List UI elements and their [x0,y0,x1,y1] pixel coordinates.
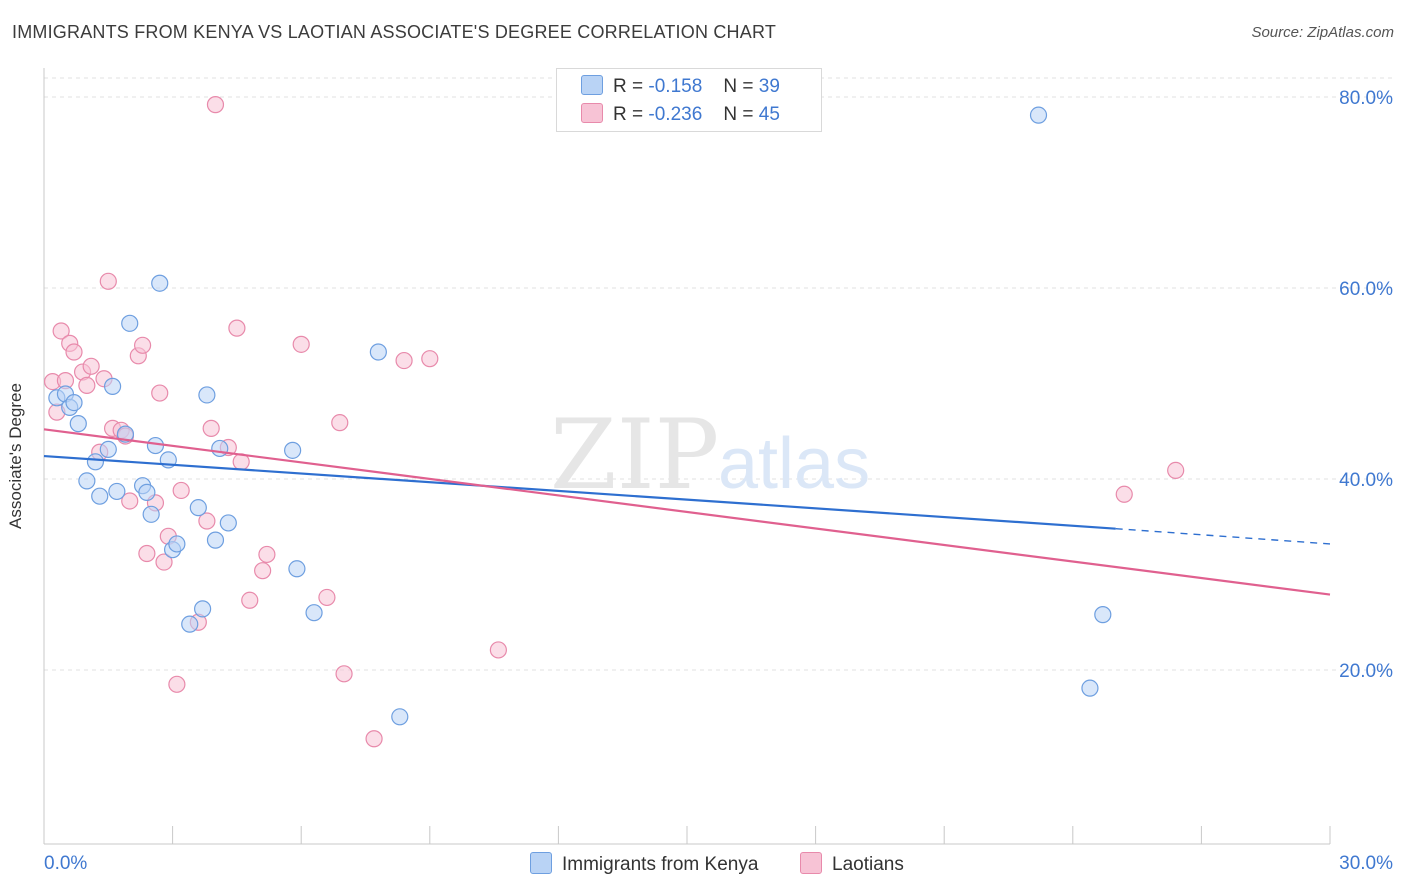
data-point [151,384,169,402]
chart-title: IMMIGRANTS FROM KENYA VS LAOTIAN ASSOCIA… [12,22,777,42]
data-point [65,394,83,412]
data-point [284,441,302,459]
data-point [206,96,225,114]
data-point [138,544,156,563]
legend-n-label: N = [723,104,754,125]
legend-n-value-kenya: 39 [758,76,780,97]
kenya-points [48,106,1112,726]
y-tick-label: 40.0% [1339,470,1393,491]
y-tick-label: 80.0% [1339,88,1393,109]
data-point [318,588,336,607]
data-point [146,436,165,455]
data-point [292,335,310,353]
data-point [65,343,83,361]
legend-swatch-laotians [581,103,603,123]
trend-line-kenya-extension [1115,527,1331,545]
data-point [172,481,190,500]
y-tick-label: 60.0% [1339,279,1393,300]
data-point [1167,461,1185,480]
legend-r-value-laotians: -0.236 [648,104,703,125]
data-point [52,322,70,340]
data-point [78,472,96,490]
data-point [155,553,173,571]
legend-swatch-kenya [581,75,603,95]
data-point [211,439,229,458]
legend-row-laotians: R = -0.236 N = 45 [581,103,780,125]
correlation-legend: R = -0.158 N = 39 R = -0.236 N = 45 [556,68,822,132]
data-point [369,343,387,361]
trend-line-kenya [43,454,1116,530]
data-point [121,492,139,510]
data-point [91,487,109,505]
bottom-legend-label-kenya: Immigrants from Kenya [562,854,759,875]
data-point [1029,106,1048,124]
data-point [138,483,156,501]
data-point [168,675,186,693]
data-point [198,512,216,530]
legend-n-label: N = [723,76,754,97]
x-tick-label: 0.0% [44,853,87,874]
data-point [241,591,259,609]
data-point [1094,606,1112,624]
source-label: Source: ZipAtlas.com [1251,24,1394,41]
data-point [421,350,439,368]
data-point [181,615,199,633]
data-point [254,562,272,580]
data-point [133,336,152,354]
bottom-legend-laotians: Laotians [800,852,904,876]
data-point [365,730,383,748]
data-point [82,357,100,375]
data-point [288,560,306,578]
legend-n-value-laotians: 45 [758,104,780,125]
trend-line-laotians [43,428,1331,596]
axes [43,68,1331,845]
data-point [86,453,105,471]
bottom-legend-swatch-kenya [530,852,552,874]
data-point [189,499,207,517]
tick-labels: 20.0% 40.0% 60.0% 80.0% 0.0% 30.0% [44,88,1393,874]
data-point [108,482,126,501]
legend-r-label: R = [613,76,644,97]
data-point [78,376,96,395]
bottom-legend-swatch-laotians [800,852,822,874]
data-point [142,505,160,523]
data-point [198,386,216,404]
data-point [202,419,220,437]
data-point [228,319,246,337]
data-point [395,351,413,370]
gridlines [44,77,1392,671]
data-point [194,600,212,618]
x-tick-label: 30.0% [1339,853,1393,874]
data-point [103,377,122,395]
y-axis-label: Associate's Degree [6,383,25,529]
data-point [151,274,169,292]
data-point [391,708,409,726]
data-point [331,414,349,432]
data-point [116,425,135,443]
data-point [206,531,225,549]
data-point [219,514,237,532]
data-point [258,545,276,564]
legend-row-kenya: R = -0.158 N = 39 [581,75,780,97]
data-point [99,272,117,290]
data-point [1115,485,1133,503]
data-point [305,604,323,622]
laotians-points [43,96,1185,748]
watermark-zip: ZIP [550,399,719,511]
data-point [69,415,87,433]
data-point [168,535,186,553]
data-point [335,665,353,683]
trend-lines [43,428,1331,596]
bottom-legend-kenya: Immigrants from Kenya [530,852,758,876]
legend-r-value-kenya: -0.158 [648,76,703,97]
y-tick-label: 20.0% [1339,661,1393,682]
data-point [489,641,507,659]
data-point [1081,679,1099,697]
watermark-atlas: atlas [718,424,870,504]
data-point [99,440,117,458]
legend-r-label: R = [613,104,644,125]
bottom-legend-label-laotians: Laotians [832,854,904,875]
data-point [121,314,139,332]
